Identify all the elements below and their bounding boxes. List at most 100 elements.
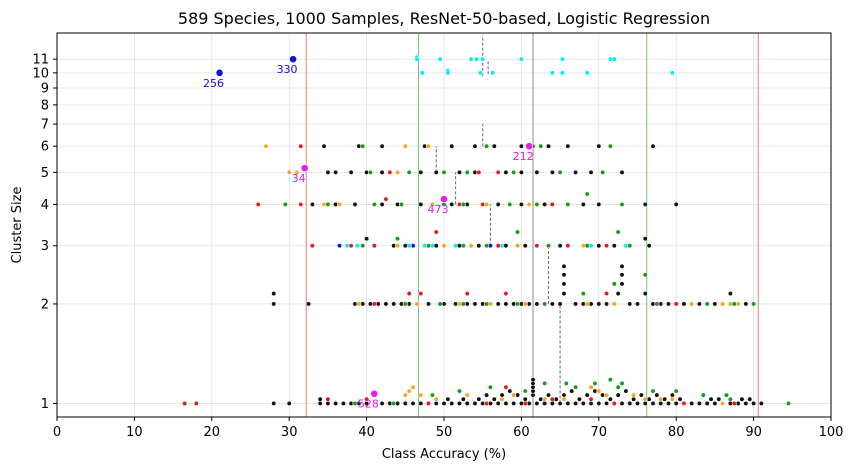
x-tick-label: 30: [281, 425, 298, 440]
data-point: [580, 291, 586, 297]
data-point: [611, 56, 617, 62]
y-axis-label: Cluster Size: [10, 187, 25, 264]
data-point: [546, 392, 551, 398]
data-point: [712, 301, 718, 307]
data-point: [484, 143, 490, 149]
highlight-label: 330: [277, 63, 298, 76]
data-point: [449, 143, 455, 149]
data-point: [418, 291, 424, 297]
data-point: [433, 169, 439, 175]
data-point: [642, 401, 648, 406]
data-point: [472, 401, 478, 406]
y-tick-label: 10: [32, 66, 49, 81]
data-point: [669, 396, 675, 402]
data-point: [476, 169, 482, 175]
data-point: [426, 243, 431, 249]
data-point: [418, 401, 424, 406]
data-point: [731, 401, 737, 406]
data-point: [573, 401, 579, 406]
data-point: [584, 392, 590, 398]
data-point: [480, 56, 486, 62]
data-point: [650, 388, 656, 394]
data-point: [561, 396, 567, 402]
data-point: [433, 401, 439, 406]
data-point: [511, 392, 517, 398]
data-point: [596, 201, 602, 207]
data-point: [468, 56, 474, 62]
data-point: [534, 243, 540, 249]
data-point: [623, 388, 629, 394]
data-point: [511, 169, 517, 175]
data-point: [402, 143, 408, 149]
data-point: [352, 401, 358, 406]
x-axis-label: Class Accuracy (%): [382, 447, 506, 462]
data-point: [193, 401, 199, 406]
data-point: [666, 301, 671, 307]
data-point: [557, 243, 563, 249]
data-point: [468, 243, 474, 249]
data-point: [549, 396, 555, 402]
data-point: [611, 281, 617, 287]
data-point: [282, 201, 288, 207]
data-point: [561, 392, 567, 398]
data-point: [518, 56, 524, 62]
x-tick-label: 40: [358, 425, 375, 440]
data-point: [604, 401, 609, 406]
y-tick-label: 5: [41, 166, 49, 181]
data-point: [410, 401, 416, 406]
data-point: [689, 401, 695, 406]
data-point: [534, 401, 540, 406]
data-point: [611, 243, 617, 249]
data-point: [371, 301, 377, 307]
data-point: [414, 301, 420, 307]
data-point: [677, 396, 683, 402]
data-point: [584, 70, 590, 76]
data-point: [515, 243, 520, 249]
x-tick-label: 100: [819, 425, 844, 440]
data-point: [286, 169, 292, 175]
data-point: [495, 301, 501, 307]
data-point: [476, 243, 482, 249]
data-point: [607, 396, 613, 402]
data-point: [631, 392, 637, 398]
data-point: [515, 229, 520, 235]
data-point: [658, 396, 664, 402]
data-point: [499, 392, 505, 398]
data-point: [182, 401, 188, 406]
data-point: [460, 396, 466, 402]
data-point: [426, 301, 431, 307]
data-point: [263, 143, 269, 149]
y-tick-label: 9: [41, 81, 49, 96]
data-point: [642, 396, 648, 402]
data-point: [433, 396, 439, 402]
highlight-label: 528: [358, 398, 379, 411]
x-tick-label: 0: [53, 425, 61, 440]
data-point: [542, 201, 548, 207]
highlight-points: 330 256 212 34 473 528: [203, 55, 534, 411]
data-point: [658, 401, 664, 406]
y-tick-label: 4: [41, 198, 49, 213]
data-point: [406, 169, 412, 175]
data-point: [619, 281, 625, 287]
data-point: [727, 396, 733, 402]
data-point: [503, 169, 509, 175]
highlight-label: 34: [292, 172, 306, 185]
y-tick-label: 3: [41, 239, 49, 254]
data-point: [464, 169, 470, 175]
data-point: [615, 384, 621, 390]
data-point: [700, 392, 706, 398]
data-point: [499, 396, 505, 402]
data-point: [561, 263, 567, 269]
data-point: [441, 243, 447, 249]
data-point: [441, 169, 447, 175]
data-point: [325, 401, 331, 406]
data-point: [563, 380, 569, 386]
data-point: [604, 291, 609, 297]
data-point: [309, 201, 315, 207]
data-point: [584, 243, 590, 249]
data-point: [596, 401, 602, 406]
data-point: [549, 169, 555, 175]
data-point: [635, 301, 640, 307]
data-point: [654, 392, 660, 398]
